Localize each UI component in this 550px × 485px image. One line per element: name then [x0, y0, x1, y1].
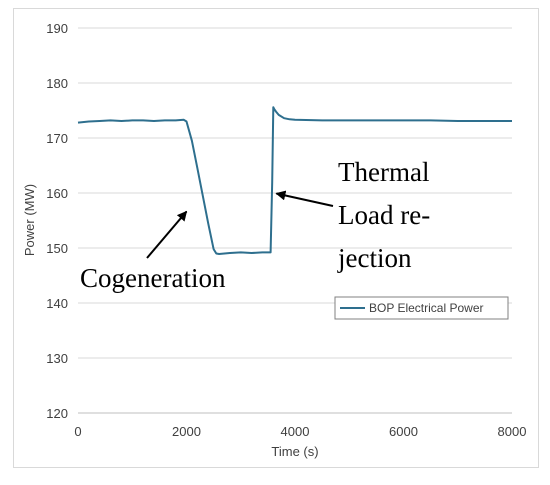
y-tick-label: 180 [46, 76, 68, 91]
annotation-arrow [146, 210, 188, 259]
chart-frame [13, 8, 539, 468]
y-tick-label: 190 [46, 21, 68, 36]
x-tick-label: 0 [74, 424, 81, 439]
y-tick-label: 130 [46, 351, 68, 366]
annotations: Cogeneration Thermal Load re-jection [80, 157, 430, 293]
legend-label: BOP Electrical Power [369, 301, 484, 315]
y-tick-label: 160 [46, 186, 68, 201]
x-tick-label: 2000 [172, 424, 201, 439]
legend: BOP Electrical Power [334, 296, 509, 320]
series-layer [77, 106, 512, 255]
axes: 120 130 140 150 160 170 180 190 0 2000 4000 6000 800… [46, 21, 526, 439]
annotation-label: jection [337, 243, 412, 273]
annotation-arrow [275, 190, 334, 207]
x-tick-label: 8000 [498, 424, 527, 439]
x-tick-label: 4000 [281, 424, 310, 439]
y-axis-title: Power (MW) [22, 184, 37, 256]
y-tick-label: 120 [46, 406, 68, 421]
annotation-label: Thermal [338, 157, 429, 187]
x-axis-title: Time (s) [271, 444, 318, 459]
y-tick-label: 150 [46, 241, 68, 256]
annotation-label: Cogeneration [80, 263, 226, 293]
y-tick-label: 140 [46, 296, 68, 311]
y-tick-label: 170 [46, 131, 68, 146]
legend-box [334, 296, 509, 320]
x-tick-label: 6000 [389, 424, 418, 439]
annotation-label: Load re- [338, 200, 430, 230]
series-line [77, 106, 512, 255]
